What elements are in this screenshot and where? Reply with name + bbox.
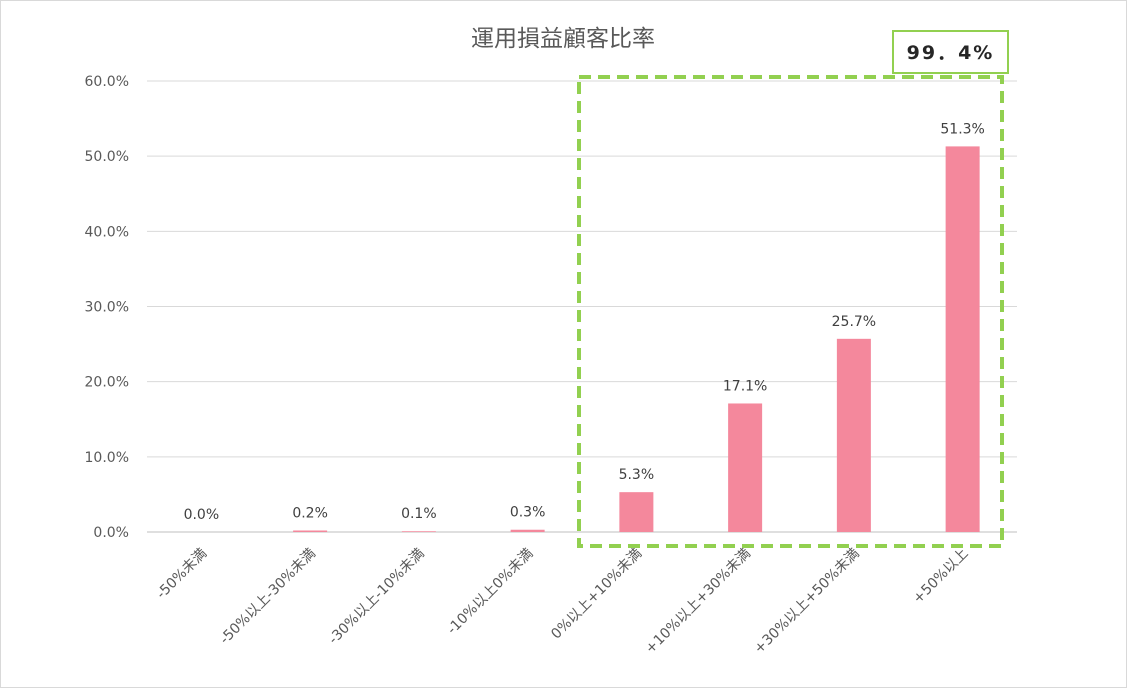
gridlines bbox=[147, 80, 1017, 533]
y-tick-label: 20.0% bbox=[85, 375, 129, 391]
callout-text: 99．4% bbox=[907, 42, 995, 64]
category-label: -10%以上0%未満 bbox=[444, 546, 536, 638]
bar bbox=[401, 531, 436, 532]
data-label: 51.3% bbox=[940, 121, 984, 137]
category-label: -50%以上-30%未満 bbox=[217, 546, 319, 648]
data-label: 5.3% bbox=[619, 467, 655, 483]
y-tick-label: 0.0% bbox=[93, 525, 129, 541]
data-label: 0.0% bbox=[184, 507, 220, 523]
bar bbox=[293, 530, 328, 532]
data-labels: 0.0% 0.2% 0.1% 0.3% 5.3% 17.1% 25.7% 51.3% bbox=[184, 121, 985, 523]
bar bbox=[836, 338, 871, 532]
category-label: +50%以上 bbox=[910, 546, 971, 607]
y-axis-ticks: 0.0% 10.0% 20.0% 30.0% 40.0% 50.0% 60.0% bbox=[85, 74, 129, 541]
category-label: -50%未満 bbox=[154, 546, 211, 603]
category-label: +30%以上+50%未満 bbox=[751, 546, 863, 658]
x-axis-categories: -50%未満 -50%以上-30%未満 -30%以上-10%未満 -10%以上0%未満… bbox=[154, 546, 972, 658]
bars bbox=[293, 146, 980, 532]
data-label: 0.3% bbox=[510, 505, 546, 521]
y-tick-label: 40.0% bbox=[85, 224, 129, 240]
bar bbox=[728, 403, 763, 532]
y-tick-label: 50.0% bbox=[85, 149, 129, 165]
data-label: 0.1% bbox=[401, 506, 437, 522]
category-label: 0%以上+10%未満 bbox=[548, 546, 645, 643]
y-tick-label: 30.0% bbox=[85, 300, 129, 316]
y-tick-label: 60.0% bbox=[85, 74, 129, 90]
data-label: 0.2% bbox=[292, 505, 328, 521]
callout-rect bbox=[892, 30, 1009, 74]
highlight-box bbox=[577, 75, 1004, 548]
callout-box: 99．4% bbox=[892, 30, 1009, 74]
category-label: -30%以上-10%未満 bbox=[326, 546, 428, 648]
bar bbox=[945, 146, 980, 532]
chart-title: 運用損益顧客比率 bbox=[471, 26, 655, 52]
bar bbox=[619, 492, 654, 532]
data-label: 17.1% bbox=[723, 378, 767, 394]
data-label: 25.7% bbox=[832, 314, 876, 330]
y-tick-label: 10.0% bbox=[85, 450, 129, 466]
bar bbox=[510, 529, 545, 532]
category-label: +10%以上+30%未満 bbox=[642, 546, 754, 658]
